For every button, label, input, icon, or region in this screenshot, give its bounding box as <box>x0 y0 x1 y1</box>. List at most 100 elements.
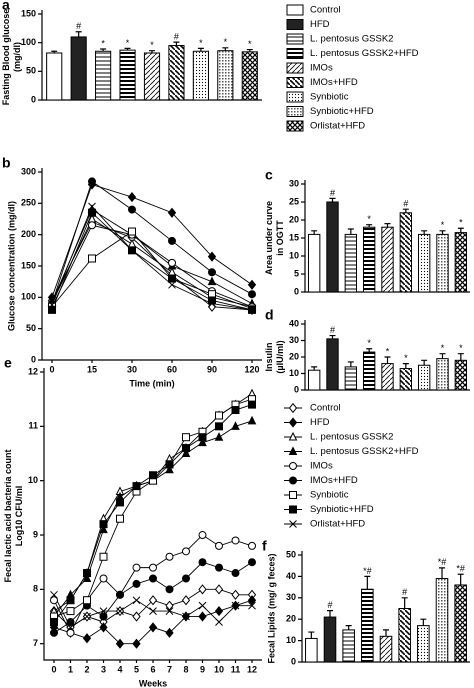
legend-label: L. pentosus GSSK2 <box>310 34 393 45</box>
bar <box>361 588 374 663</box>
marker <box>99 574 108 583</box>
legend-swatch <box>286 77 304 88</box>
bar <box>95 50 112 101</box>
marker <box>127 191 137 203</box>
y-tick-label: 0 <box>294 384 299 394</box>
error-bar <box>100 48 107 52</box>
x-tick-label: 30 <box>127 364 137 374</box>
x-tick-label: 1 <box>68 664 73 674</box>
marker <box>149 574 157 583</box>
marker <box>165 600 174 611</box>
bar <box>192 50 209 101</box>
error-bar <box>402 208 409 213</box>
bar <box>435 578 449 663</box>
y-tick-label: 250 <box>21 198 36 208</box>
bar <box>307 233 321 293</box>
annotation: # <box>174 31 179 41</box>
marker <box>289 505 297 514</box>
annotation: # <box>330 188 335 198</box>
marker <box>66 623 75 632</box>
annotation: # <box>403 199 408 209</box>
marker <box>231 601 240 610</box>
marker <box>215 541 223 550</box>
marker <box>198 558 207 567</box>
marker <box>165 552 174 561</box>
marker <box>231 569 240 578</box>
marker <box>115 638 125 649</box>
error-bar <box>384 223 391 228</box>
bar <box>398 608 411 663</box>
y-tick-label: 40 <box>286 571 296 581</box>
y-tick-label: 9 <box>33 529 38 539</box>
error-bar <box>222 47 229 51</box>
y-tick-label: 7 <box>33 638 38 648</box>
y-tick-label: 12 <box>28 366 38 376</box>
bar <box>119 49 136 101</box>
marker <box>231 536 240 545</box>
y-tick-label: 150 <box>21 8 36 18</box>
y-tick-label: 11 <box>28 421 38 431</box>
marker <box>207 276 217 286</box>
error-bar <box>439 230 446 235</box>
x-tick-label: 12 <box>247 664 257 674</box>
y-tick-label: 20 <box>289 214 299 224</box>
marker <box>248 290 256 299</box>
y-axis-label: Glucose concentration (mg/dl) <box>6 201 16 331</box>
bar <box>323 616 337 663</box>
y-tick-label: 10 <box>289 250 299 260</box>
marker <box>215 422 223 431</box>
marker <box>247 279 257 290</box>
legend-swatch <box>286 91 304 103</box>
y-tick-label: 30 <box>286 592 296 602</box>
marker <box>66 607 75 616</box>
marker <box>182 444 190 453</box>
y-axis-label: Fecal lactic acid bacteria count <box>3 449 13 582</box>
y-tick-label: 100 <box>21 292 36 302</box>
marker <box>198 433 207 442</box>
marker <box>99 520 108 529</box>
marker <box>231 589 240 600</box>
error-bar <box>197 47 204 52</box>
marker <box>149 471 157 480</box>
marker <box>288 431 298 441</box>
marker <box>132 579 141 588</box>
legend-swatch <box>286 48 304 59</box>
x-tick-label: 11 <box>231 664 241 674</box>
bar <box>241 51 258 101</box>
series-line <box>53 398 253 617</box>
legend-label: Control <box>310 403 341 414</box>
bar <box>168 45 185 101</box>
y-tick-label: 20 <box>289 351 299 361</box>
y-tick-label: 30 <box>289 335 299 345</box>
bar <box>70 36 87 101</box>
marker <box>50 628 58 637</box>
bar <box>143 52 161 101</box>
marker <box>198 601 207 610</box>
marker <box>207 251 217 262</box>
error-bar <box>311 230 318 235</box>
y-tick-label: 0 <box>31 354 36 364</box>
marker <box>128 246 136 255</box>
marker <box>82 573 92 582</box>
series-line <box>51 205 253 311</box>
legend-swatch <box>286 62 304 74</box>
annotation: # <box>327 600 332 610</box>
marker <box>127 238 137 248</box>
marker <box>66 628 75 637</box>
bar <box>454 359 468 391</box>
annotation: *# <box>456 564 465 574</box>
marker <box>165 460 174 469</box>
legend-label: Synbiotic+HFD <box>310 504 374 515</box>
marker <box>231 421 240 430</box>
legend-label: Synbiotic <box>310 490 349 501</box>
y-axis-label: Fecal Lipids (mg/ g feces) <box>266 553 276 663</box>
bar <box>362 351 376 391</box>
bar <box>362 226 376 293</box>
x-tick-label: 5 <box>134 664 139 674</box>
marker <box>182 612 190 621</box>
marker <box>148 595 158 606</box>
x-axis-label: Time (min) <box>129 378 174 388</box>
marker <box>148 622 158 633</box>
error-bar <box>173 41 180 46</box>
error-bar <box>347 228 354 235</box>
